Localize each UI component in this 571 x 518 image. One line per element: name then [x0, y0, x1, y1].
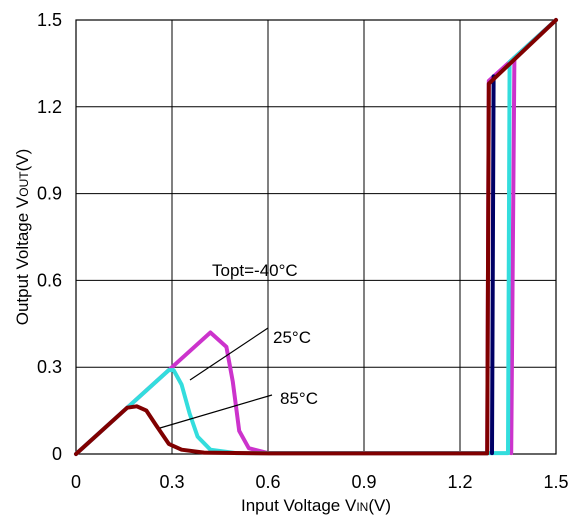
x-tick-label: 0.3	[159, 472, 184, 492]
y-tick-label: 1.5	[37, 10, 62, 30]
annotation-topt: Topt=-40°C	[212, 261, 298, 280]
x-axis-title: Input Voltage VIN(V)	[241, 496, 391, 515]
annotation-85c: 85°C	[280, 389, 318, 408]
annotation-25c: 25°C	[273, 328, 311, 347]
series-line-2	[74, 18, 558, 456]
x-tick-label: 0	[71, 472, 81, 492]
series-line-1	[509, 55, 517, 456]
y-tick-label: 0.3	[37, 357, 62, 377]
leader-85c	[159, 394, 273, 429]
x-tick-label: 1.2	[447, 472, 472, 492]
leader-25c	[189, 327, 269, 381]
y-tick-label: 1.2	[37, 97, 62, 117]
y-axis-title-main: Output Voltage V	[13, 196, 32, 325]
y-axis-title-sub: OUT	[17, 171, 31, 197]
series-line-4	[74, 18, 558, 456]
x-axis-title-unit: (V)	[368, 496, 391, 515]
y-axis-title: Output Voltage VOUT(V)	[13, 149, 32, 326]
y-tick-label: 0.9	[37, 184, 62, 204]
series-line-3	[490, 74, 496, 456]
x-tick-label: 1.5	[543, 472, 568, 492]
x-axis-title-sub: IN	[356, 500, 368, 514]
x-tick-label: 0.9	[351, 472, 376, 492]
y-tick-label: 0.6	[37, 270, 62, 290]
series-group	[74, 18, 558, 456]
y-tick-labels: 0 0.3 0.6 0.9 1.2 1.5	[37, 10, 62, 464]
y-axis-title-unit: (V)	[13, 149, 32, 172]
x-tick-labels: 0 0.3 0.6 0.9 1.2 1.5	[71, 472, 569, 492]
x-tick-label: 0.6	[255, 472, 280, 492]
y-tick-label: 0	[52, 444, 62, 464]
x-axis-title-main: Input Voltage V	[241, 496, 357, 515]
